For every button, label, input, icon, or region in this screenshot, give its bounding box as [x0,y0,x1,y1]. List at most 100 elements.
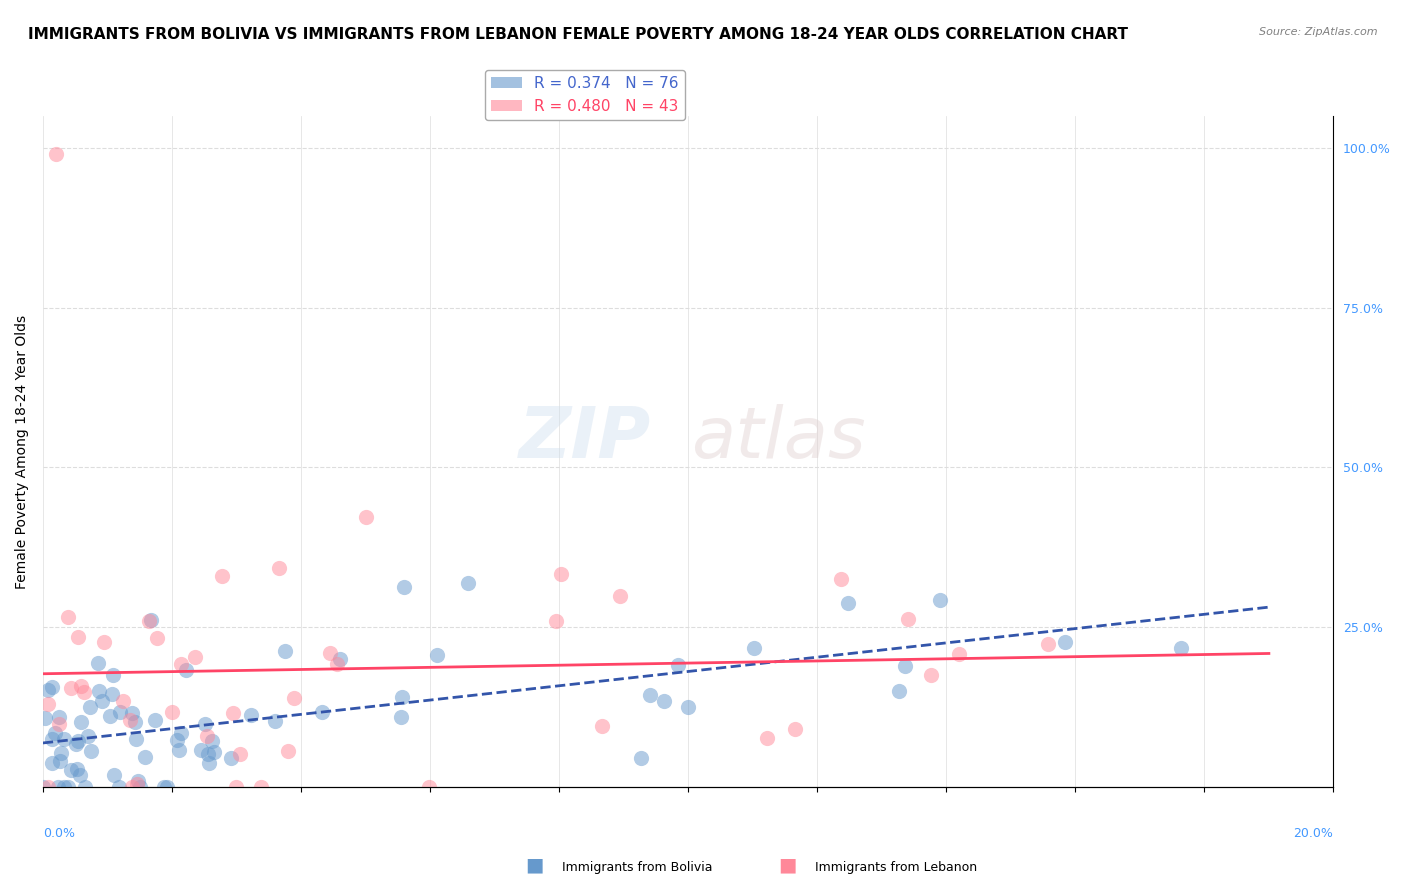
Point [37,780,59,794]
Point [127,777,149,791]
Point [89,684,111,698]
Point [609,589,631,603]
Point [250,780,273,794]
Point [121,706,143,721]
Text: Immigrants from Lebanon: Immigrants from Lebanon [815,861,977,874]
Point [87,656,110,670]
Point [53,732,76,747]
Point [666,657,689,672]
Point [273,644,295,658]
Point [630,750,652,764]
Point [141,614,163,628]
Point [202,746,225,760]
Point [354,509,377,524]
Legend: R = 0.374   N = 76, R = 0.480   N = 43: R = 0.374 N = 76, R = 0.480 N = 43 [485,70,685,120]
Point [121,780,143,794]
Point [138,614,160,628]
Y-axis label: Female Poverty Among 18-24 Year Olds: Female Poverty Among 18-24 Year Olds [15,314,30,589]
Point [79,699,101,714]
Point [263,714,285,729]
Point [1036,637,1059,651]
Point [326,657,349,671]
Point [66,734,89,748]
Point [153,780,176,794]
Point [146,631,169,645]
Point [240,707,263,722]
Text: atlas: atlas [692,403,866,473]
Point [49,754,72,768]
Point [184,650,207,665]
Point [41,680,63,694]
Point [170,726,193,740]
Point [73,685,96,699]
Point [894,659,917,673]
Point [59,681,82,695]
Point [830,572,852,586]
Point [389,710,412,724]
Point [426,648,449,663]
Point [65,737,87,751]
Text: 20.0%: 20.0% [1294,828,1333,840]
Point [58,610,80,624]
Point [41,756,63,770]
Point [190,743,212,757]
Point [457,575,479,590]
Point [69,679,91,693]
Point [48,717,70,731]
Point [53,780,76,794]
Point [591,719,613,733]
Point [166,733,188,747]
Point [103,768,125,782]
Point [125,732,148,747]
Point [127,774,149,789]
Point [267,561,290,575]
Point [67,630,90,644]
Point [34,711,56,725]
Point [194,717,217,731]
Point [676,699,699,714]
Point [41,732,63,747]
Point [167,743,190,757]
Point [211,569,233,583]
Text: ■: ■ [524,855,544,874]
Point [46,780,69,794]
Text: ZIP: ZIP [519,403,651,473]
Point [37,683,59,698]
Point [170,657,193,671]
Point [887,683,910,698]
Point [652,694,675,708]
Point [198,756,221,771]
Point [66,762,89,776]
Point [277,744,299,758]
Text: Immigrants from Bolivia: Immigrants from Bolivia [562,861,713,874]
Point [742,641,765,656]
Point [391,690,413,704]
Point [101,668,124,682]
Point [225,780,247,794]
Point [160,705,183,719]
Point [80,744,103,758]
Point [59,764,82,778]
Point [329,652,352,666]
Point [56,780,79,794]
Point [394,580,416,594]
Text: 0.0%: 0.0% [44,828,75,840]
Point [222,706,245,721]
Point [111,694,134,708]
Point [638,688,661,702]
Point [69,768,91,782]
Point [1053,635,1076,649]
Point [174,663,197,677]
Point [897,612,920,626]
Point [418,780,440,794]
Point [98,708,121,723]
Point [229,747,252,762]
Point [37,697,59,711]
Point [101,688,124,702]
Point [948,647,970,661]
Point [93,635,115,649]
Point [73,780,96,794]
Point [837,596,859,610]
Point [48,710,70,724]
Point [920,667,942,681]
